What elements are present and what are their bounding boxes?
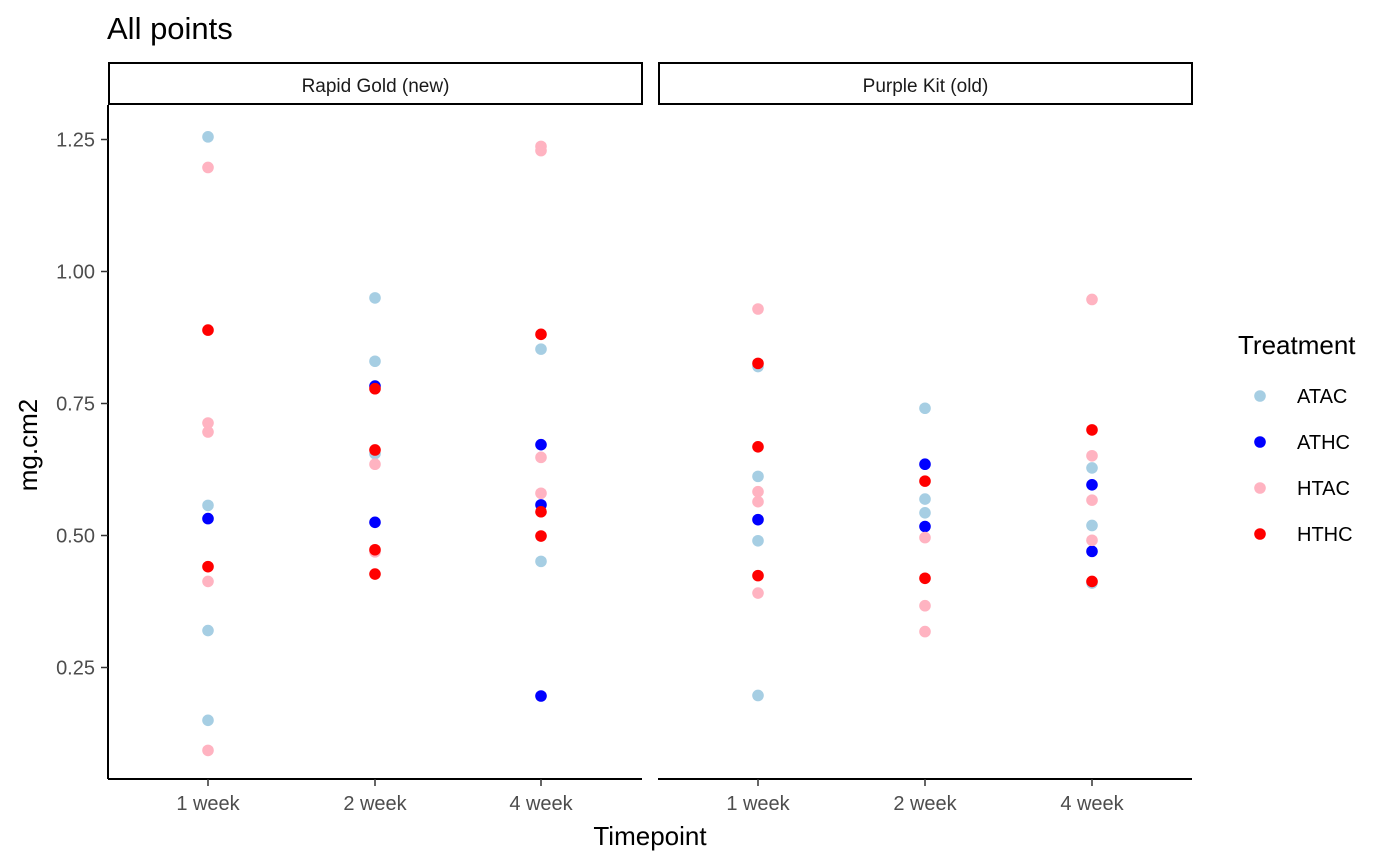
- data-point-athc: [369, 516, 381, 529]
- data-point-athc: [752, 513, 764, 526]
- data-point-htac: [369, 458, 381, 471]
- legend-label: HTAC: [1297, 478, 1350, 500]
- data-point-htac: [1086, 449, 1098, 462]
- data-point-athc: [919, 520, 931, 533]
- data-point-hthc: [535, 505, 547, 518]
- data-point-htac: [1086, 293, 1098, 306]
- data-point-hthc: [369, 543, 381, 556]
- data-point-athc: [535, 690, 547, 702]
- data-point-hthc: [752, 357, 764, 370]
- data-point-htac: [1086, 534, 1098, 547]
- data-point-atac: [535, 555, 547, 568]
- y-tick-label: 0.50: [56, 526, 95, 548]
- data-point-hthc: [535, 530, 547, 542]
- data-point-atac: [919, 506, 931, 519]
- data-point-htac: [202, 417, 214, 429]
- data-point-athc: [1086, 479, 1098, 491]
- data-point-atac: [919, 493, 931, 505]
- x-tick-label: 1 week: [726, 793, 790, 815]
- panels: Rapid Gold (new)1 week 2 week 4 weekPurple…: [108, 62, 1193, 815]
- legend-swatch-athc: [1254, 436, 1266, 448]
- data-point-atac: [369, 355, 381, 368]
- data-point-athc: [535, 438, 547, 451]
- data-point-atac: [202, 131, 214, 143]
- facet-strip-label: Rapid Gold (new): [302, 76, 450, 97]
- data-point-htac: [1086, 494, 1098, 506]
- data-point-htac: [535, 144, 547, 157]
- facet-strip: [108, 62, 643, 105]
- data-point-htac: [919, 599, 931, 612]
- data-point-hthc: [369, 382, 381, 395]
- y-tick-label: 1.00: [56, 262, 95, 284]
- data-point-htac: [919, 625, 931, 638]
- chart-title: All points: [107, 11, 233, 46]
- data-point-htac: [752, 303, 764, 315]
- data-point-athc: [202, 512, 214, 525]
- data-point-hthc: [919, 572, 931, 585]
- data-point-hthc: [369, 444, 381, 456]
- data-point-atac: [752, 470, 764, 483]
- data-point-hthc: [752, 440, 764, 453]
- data-point-htac: [752, 485, 764, 498]
- data-point-hthc: [535, 328, 547, 341]
- legend-swatch-htac: [1254, 482, 1266, 494]
- data-point-htac: [202, 426, 214, 438]
- data-point-atac: [752, 689, 764, 702]
- panel-2: Purple Kit (old) 1 week 2 week 4 week: [658, 62, 1193, 815]
- data-point-hthc: [369, 568, 381, 580]
- facet-strip: [658, 62, 1193, 105]
- data-point-atac: [202, 499, 214, 512]
- x-axis-label: Timepoint: [593, 821, 707, 851]
- data-point-hthc: [1086, 424, 1098, 436]
- legend-label: ATAC: [1297, 386, 1347, 408]
- legend-title: Treatment: [1238, 330, 1356, 360]
- data-point-atac: [1086, 519, 1098, 532]
- data-point-htac: [202, 161, 214, 174]
- data-point-htac: [535, 487, 547, 500]
- data-point-athc: [919, 458, 931, 471]
- data-point-atac: [369, 292, 381, 304]
- x-tick-label: 2 week: [343, 793, 407, 815]
- y-tick-label: 0.75: [56, 394, 95, 416]
- y-tick-label: 1.25: [56, 130, 95, 152]
- data-point-htac: [919, 531, 931, 544]
- legend: Treatment ATAC ATHC HTAC HTHC: [1238, 330, 1356, 546]
- legend-swatch-atac: [1254, 390, 1266, 402]
- data-point-hthc: [202, 324, 214, 336]
- legend-swatch-hthc: [1254, 528, 1266, 540]
- data-point-atac: [752, 534, 764, 547]
- data-point-htac: [202, 575, 214, 588]
- data-point-athc: [1086, 545, 1098, 558]
- x-tick-label: 2 week: [893, 793, 957, 815]
- data-point-atac: [1086, 462, 1098, 474]
- y-tick-label: 0.25: [56, 658, 95, 680]
- data-point-htac: [535, 451, 547, 464]
- data-point-atac: [202, 624, 214, 637]
- legend-label: HTHC: [1297, 524, 1353, 546]
- legend-label: ATHC: [1297, 432, 1350, 454]
- x-tick-label: 4 week: [1060, 793, 1124, 815]
- data-point-hthc: [202, 560, 214, 573]
- x-tick-label: 1 week: [176, 793, 240, 815]
- x-tick-label: 4 week: [509, 793, 573, 815]
- data-point-hthc: [752, 569, 764, 582]
- data-point-htac: [752, 495, 764, 508]
- data-point-htac: [202, 744, 214, 757]
- y-axis-label: mg.cm2: [13, 399, 43, 491]
- facet-strip-label: Purple Kit (old): [863, 76, 989, 97]
- panel-1: Rapid Gold (new) 1 week 2 week 4 week: [108, 62, 643, 815]
- data-point-hthc: [1086, 575, 1098, 588]
- data-point-atac: [535, 343, 547, 355]
- data-point-atac: [919, 402, 931, 415]
- y-axis: 0.25 0.50 0.75 1.00 1.25: [56, 105, 109, 779]
- data-point-hthc: [919, 475, 931, 487]
- data-point-atac: [202, 714, 214, 727]
- data-point-htac: [752, 587, 764, 599]
